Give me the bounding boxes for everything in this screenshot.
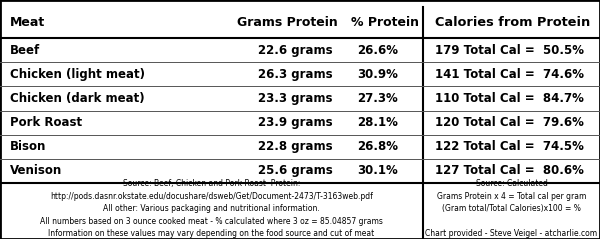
Text: Grams Protein: Grams Protein	[237, 16, 338, 29]
Text: 30.1%: 30.1%	[357, 164, 398, 177]
Text: Calories from Protein: Calories from Protein	[435, 16, 590, 29]
Text: Venison: Venison	[10, 164, 62, 177]
Text: 110 Total Cal =  84.7%: 110 Total Cal = 84.7%	[435, 92, 584, 105]
Text: Meat: Meat	[10, 16, 46, 29]
Text: 179 Total Cal =  50.5%: 179 Total Cal = 50.5%	[435, 44, 584, 57]
Text: 25.6 grams: 25.6 grams	[258, 164, 333, 177]
Text: % Protein: % Protein	[351, 16, 419, 29]
Text: 22.6 grams: 22.6 grams	[258, 44, 332, 57]
Text: Chicken (dark meat): Chicken (dark meat)	[10, 92, 145, 105]
Text: Bison: Bison	[10, 140, 47, 153]
Text: Pork Roast: Pork Roast	[10, 116, 82, 129]
Text: 28.1%: 28.1%	[357, 116, 398, 129]
Text: 22.8 grams: 22.8 grams	[258, 140, 332, 153]
Text: 30.9%: 30.9%	[357, 68, 398, 81]
Text: 141 Total Cal =  74.6%: 141 Total Cal = 74.6%	[435, 68, 584, 81]
Text: 122 Total Cal =  74.5%: 122 Total Cal = 74.5%	[435, 140, 584, 153]
Text: 26.6%: 26.6%	[357, 44, 398, 57]
Text: 120 Total Cal =  79.6%: 120 Total Cal = 79.6%	[435, 116, 584, 129]
Text: 26.8%: 26.8%	[357, 140, 398, 153]
Text: Source: Beef, Chicken and Pork Roast  Protein:
http://pods.dasnr.okstate.edu/doc: Source: Beef, Chicken and Pork Roast Pro…	[40, 179, 383, 238]
Text: 127 Total Cal =  80.6%: 127 Total Cal = 80.6%	[435, 164, 584, 177]
Text: 27.3%: 27.3%	[357, 92, 398, 105]
Text: Chicken (light meat): Chicken (light meat)	[10, 68, 145, 81]
Text: Beef: Beef	[10, 44, 40, 57]
Text: 26.3 grams: 26.3 grams	[258, 68, 332, 81]
Text: Source: Calculated
Grams Protein x 4 = Total cal per gram
(Gram total/Total Calo: Source: Calculated Grams Protein x 4 = T…	[425, 179, 598, 238]
Text: 23.9 grams: 23.9 grams	[258, 116, 332, 129]
Text: 23.3 grams: 23.3 grams	[258, 92, 332, 105]
